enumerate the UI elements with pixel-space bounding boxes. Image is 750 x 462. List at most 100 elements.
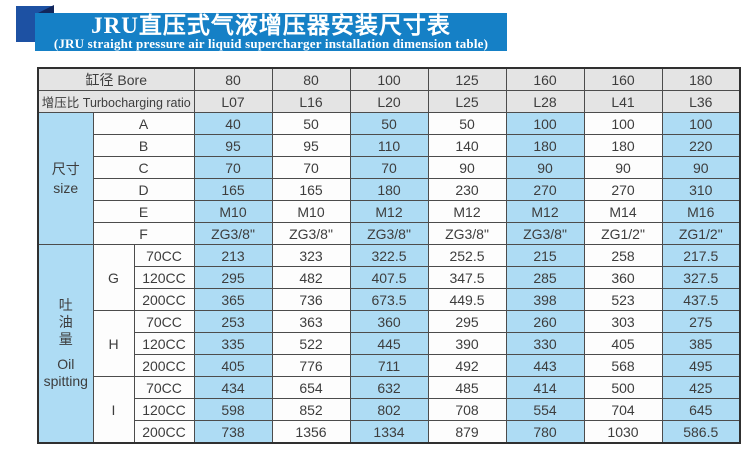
data-cell: 165	[271, 178, 351, 201]
data-cell: 405	[583, 332, 663, 355]
volume-label: 120CC	[133, 332, 195, 355]
bore-value: 180	[661, 67, 741, 91]
oil-subgroup-label: G	[92, 244, 135, 311]
oil-group-label-cn: 吐	[58, 297, 73, 314]
size-group-label: 尺寸 size	[37, 112, 94, 245]
data-cell: 360	[349, 310, 429, 333]
oil-subgroup-label: H	[92, 310, 135, 377]
data-cell: 425	[661, 376, 741, 399]
ratio-value: L28	[505, 90, 585, 113]
data-cell: 645	[661, 398, 741, 421]
data-cell: 215	[505, 244, 585, 267]
data-cell: 449.5	[427, 288, 507, 311]
size-group-label-en: size	[53, 179, 79, 196]
data-cell: 390	[427, 332, 507, 355]
data-cell: 1356	[271, 420, 351, 444]
data-cell: 253	[193, 310, 273, 333]
size-row-B: B 95 95 110 140 180 180 220	[38, 134, 741, 157]
data-cell: 632	[349, 376, 429, 399]
data-cell: 363	[271, 310, 351, 333]
data-cell: 70	[271, 156, 351, 179]
data-cell: 270	[583, 178, 663, 201]
oil-group-label-cn: 量	[58, 331, 73, 348]
data-cell: M10	[193, 200, 273, 223]
data-cell: 252.5	[427, 244, 507, 267]
data-cell: 270	[505, 178, 585, 201]
data-cell: 327.5	[661, 266, 741, 289]
data-cell: 180	[349, 178, 429, 201]
data-cell: 437.5	[661, 288, 741, 311]
data-cell: M12	[505, 200, 585, 223]
ratio-value: L20	[349, 90, 429, 113]
data-cell: 500	[583, 376, 663, 399]
bore-label: 缸径 Bore	[37, 67, 195, 91]
data-cell: 398	[505, 288, 585, 311]
data-cell: 445	[349, 332, 429, 355]
data-cell: 40	[193, 112, 273, 135]
data-cell: 776	[271, 354, 351, 377]
volume-label: 120CC	[133, 398, 195, 421]
volume-label: 70CC	[133, 244, 195, 267]
title-banner: JRU直压式气液增压器安装尺寸表 (JRU straight pressure …	[35, 13, 507, 51]
data-cell: ZG3/8"	[505, 222, 585, 245]
data-cell: 50	[349, 112, 429, 135]
dimension-table: 缸径 Bore 80 80 100 125 160 160 180 增压比 Turbocharg…	[37, 67, 741, 444]
ratio-value: L16	[271, 90, 351, 113]
volume-label: 200CC	[133, 420, 195, 444]
oil-row-I-200CC: 200CC 738 1356 1334 879 780 1030 586.5	[38, 420, 741, 444]
data-cell: 523	[583, 288, 663, 311]
header-row-bore: 缸径 Bore 80 80 100 125 160 160 180	[37, 67, 741, 91]
data-cell: 407.5	[349, 266, 429, 289]
oil-row-I-120CC: 120CC 598 852 802 708 554 704 645	[38, 398, 741, 421]
oil-row-G-70CC: 吐油量 Oil spitting G 70CC 213 323 322.5 252.5 215 25…	[37, 244, 741, 444]
data-cell: 180	[583, 134, 663, 157]
data-cell: M12	[349, 200, 429, 223]
ratio-value: L07	[193, 90, 273, 113]
data-cell: 303	[583, 310, 663, 333]
data-cell: 485	[427, 376, 507, 399]
data-cell: ZG3/8"	[427, 222, 507, 245]
data-cell: 70	[193, 156, 273, 179]
ribbon-fold-icon	[36, 5, 54, 14]
data-cell: M12	[427, 200, 507, 223]
data-cell: M16	[661, 200, 741, 223]
dimension-table-body: 缸径 Bore 80 80 100 125 160 160 180 增压比 Turbocharg…	[37, 67, 741, 444]
oil-row-H-120CC: 120CC 335 522 445 390 330 405 385	[38, 332, 741, 355]
data-cell: 70	[349, 156, 429, 179]
data-cell: 323	[271, 244, 351, 267]
ratio-label: 增压比 Turbocharging ratio	[37, 90, 195, 113]
data-cell: 165	[193, 178, 273, 201]
oil-row-G-120CC: 120CC 295 482 407.5 347.5 285 360 327.5	[38, 266, 741, 289]
volume-label: 70CC	[133, 376, 195, 399]
ratio-value: L41	[583, 90, 663, 113]
data-cell: 654	[271, 376, 351, 399]
data-cell: 220	[661, 134, 741, 157]
data-cell: 213	[193, 244, 273, 267]
data-cell: 95	[193, 134, 273, 157]
data-cell: ZG3/8"	[349, 222, 429, 245]
data-cell: 360	[583, 266, 663, 289]
data-cell: 704	[583, 398, 663, 421]
data-cell: ZG1/2"	[661, 222, 741, 245]
data-cell: 335	[193, 332, 273, 355]
oil-row-G-200CC: 200CC 365 736 673.5 449.5 398 523 437.5	[38, 288, 741, 311]
data-cell: 708	[427, 398, 507, 421]
bore-value: 160	[505, 67, 585, 91]
oil-row-H-200CC: 200CC 405 776 711 492 443 568 495	[38, 354, 741, 377]
data-cell: 347.5	[427, 266, 507, 289]
data-cell: 90	[427, 156, 507, 179]
page-title: JRU直压式气液增压器安装尺寸表	[91, 13, 451, 38]
volume-label: 200CC	[133, 288, 195, 311]
data-cell: 260	[505, 310, 585, 333]
bore-value: 80	[193, 67, 273, 91]
data-cell: 217.5	[661, 244, 741, 267]
data-cell: 90	[505, 156, 585, 179]
ratio-value: L36	[661, 90, 741, 113]
data-cell: 586.5	[661, 420, 741, 444]
data-cell: 495	[661, 354, 741, 377]
data-cell: 110	[349, 134, 429, 157]
data-cell: 738	[193, 420, 273, 444]
volume-label: 70CC	[133, 310, 195, 333]
oil-group-label-en1: Oil	[57, 356, 75, 373]
